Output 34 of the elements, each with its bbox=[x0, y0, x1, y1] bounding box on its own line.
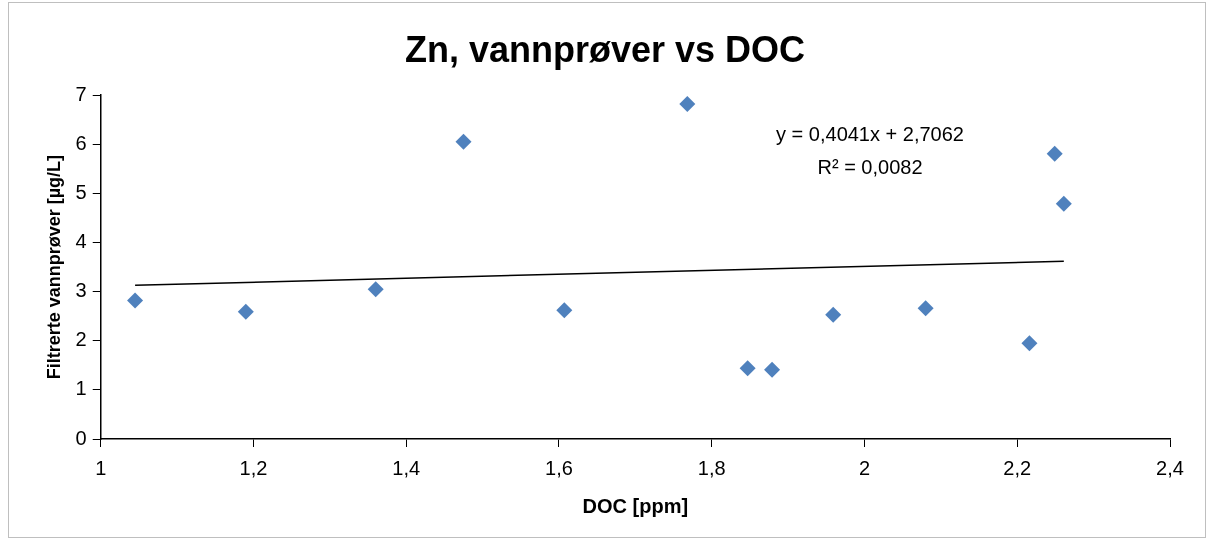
point bbox=[739, 360, 756, 377]
annotation: y = 0,4041x + 2,7062 bbox=[776, 122, 964, 145]
x-tick-label: 1,2 bbox=[239, 456, 268, 479]
x-tick-label: 1,4 bbox=[392, 456, 421, 479]
annotation: R² = 0,0082 bbox=[817, 155, 923, 178]
point bbox=[1021, 335, 1038, 352]
point bbox=[679, 96, 696, 113]
y-tick-label: 3 bbox=[75, 279, 87, 302]
point bbox=[367, 281, 384, 298]
x-tick-label: 2,2 bbox=[1003, 456, 1032, 479]
x-tick-label: 1,8 bbox=[697, 456, 726, 479]
y-tick-label: 6 bbox=[75, 131, 87, 154]
point bbox=[764, 361, 781, 378]
point bbox=[455, 133, 472, 150]
x-tick-label: 2 bbox=[858, 456, 871, 479]
y-tick-label: 2 bbox=[75, 328, 87, 351]
y-tick-label: 0 bbox=[75, 426, 87, 449]
point bbox=[917, 300, 934, 317]
y-axis-title: Filtrerte vannprøver [µg/L] bbox=[43, 154, 64, 380]
x-tick-label: 1 bbox=[95, 456, 107, 479]
point bbox=[1046, 145, 1063, 162]
point bbox=[127, 292, 144, 309]
x-axis-title: DOC [ppm] bbox=[582, 494, 689, 517]
x-tick-label: 1,6 bbox=[545, 456, 573, 479]
point bbox=[237, 303, 254, 320]
y-tick-label: 4 bbox=[75, 230, 87, 253]
point bbox=[1055, 195, 1072, 212]
point bbox=[825, 306, 842, 323]
y-tick-label: 7 bbox=[75, 82, 87, 105]
y-tick-label: 1 bbox=[75, 377, 87, 400]
point bbox=[556, 302, 573, 319]
x-tick-label: 2,4 bbox=[1156, 456, 1184, 479]
chart-title: Zn, vannprøver vs DOC bbox=[404, 28, 806, 70]
y-tick-label: 5 bbox=[75, 180, 87, 203]
